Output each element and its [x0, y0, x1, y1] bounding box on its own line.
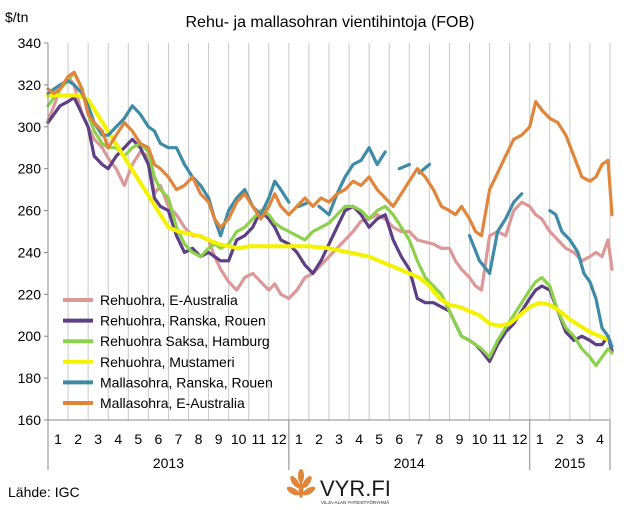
y-tick-label: 300 [18, 119, 42, 135]
month-tick-label: 10 [231, 431, 247, 447]
series-line [548, 209, 614, 349]
legend-label: Rehuohra, Ranska, Rouen [100, 313, 266, 329]
legend-label: Mallasohra, E-Australia [100, 395, 245, 411]
month-tick-label: 3 [94, 431, 102, 447]
year-label: 2013 [153, 455, 184, 471]
y-axis-ticks: 160 180 200 220 240 260 280 300 320 340 [18, 35, 48, 428]
month-tick-label: 8 [435, 431, 443, 447]
month-tick-label: 1 [536, 431, 544, 447]
month-tick-label: 4 [596, 431, 604, 447]
month-tick-label: 8 [195, 431, 203, 447]
month-tick-label: 7 [415, 431, 423, 447]
month-tick-label: 2 [556, 431, 564, 447]
legend-label: Rehuohra Saksa, Hamburg [100, 333, 270, 349]
month-tick-label: 4 [114, 431, 122, 447]
logo-name: VYR.FI [320, 476, 391, 501]
month-tick-label: 3 [576, 431, 584, 447]
y-tick-label: 180 [18, 370, 42, 386]
month-tick-label: 12 [271, 431, 287, 447]
month-tick-label: 11 [492, 431, 507, 447]
month-tick-label: 3 [335, 431, 343, 447]
series-line [317, 146, 387, 217]
series-line [297, 200, 311, 208]
legend: Rehuohra, E-Australia Rehuohra, Ranska, R… [63, 292, 273, 411]
month-tick-label: 9 [215, 431, 223, 447]
year-label: 2014 [394, 455, 425, 471]
y-tick-label: 260 [18, 203, 42, 219]
month-tick-label: 11 [251, 431, 266, 447]
year-label: 2015 [554, 455, 585, 471]
month-tick-label: 1 [295, 431, 303, 447]
axes [47, 43, 610, 421]
chart-title: Rehu- ja mallasohran vientihintoja (FOB) [185, 14, 474, 31]
month-tick-label: 2 [315, 431, 323, 447]
month-tick-label: 5 [134, 431, 142, 447]
y-tick-label: 340 [18, 35, 42, 51]
y-tick-label: 280 [18, 161, 42, 177]
series-line [46, 93, 612, 343]
month-tick-label: 6 [395, 431, 403, 447]
vyr-logo: VYR.FI VILJA-ALAN YHTEISTYÖRYHMÄ [286, 469, 391, 505]
y-axis-label: $/tn [5, 9, 28, 25]
month-tick-label: 1 [54, 431, 62, 447]
series-line [46, 70, 614, 368]
series-line [46, 74, 614, 301]
month-tick-label: 9 [456, 431, 464, 447]
logo-tagline: VILJA-ALAN YHTEISTYÖRYHMÄ [321, 499, 389, 505]
month-tick-label: 4 [355, 431, 363, 447]
source-label: Lähde: IGC [8, 484, 80, 500]
y-tick-label: 200 [18, 328, 42, 344]
month-tick-label: 6 [154, 431, 162, 447]
series-line [46, 70, 614, 238]
month-tick-label: 5 [375, 431, 383, 447]
y-tick-label: 240 [18, 244, 42, 260]
month-tick-label: 7 [175, 431, 183, 447]
x-axis-year-labels: 2013 2014 2015 [47, 420, 611, 471]
series-lines [46, 70, 614, 368]
y-tick-label: 160 [18, 412, 42, 428]
legend-label: Rehuohra, Mustameri [100, 354, 235, 370]
series-line [397, 162, 411, 171]
y-tick-label: 220 [18, 286, 42, 302]
series-line [467, 192, 524, 275]
wheat-icon [286, 469, 316, 498]
legend-label: Mallasohra, Ranska, Rouen [100, 374, 273, 390]
month-tick-label: 12 [512, 431, 528, 447]
x-axis-month-labels: 1 2 3 4 5 6 7 8 9 10 11 12 1 2 3 4 5 6 7 8 9 10 11 12 1 2 3 4 [54, 431, 604, 447]
legend-label: Rehuohra, E-Australia [100, 292, 238, 308]
month-tick-label: 2 [74, 431, 82, 447]
y-tick-label: 320 [18, 77, 42, 93]
month-tick-label: 10 [472, 431, 488, 447]
